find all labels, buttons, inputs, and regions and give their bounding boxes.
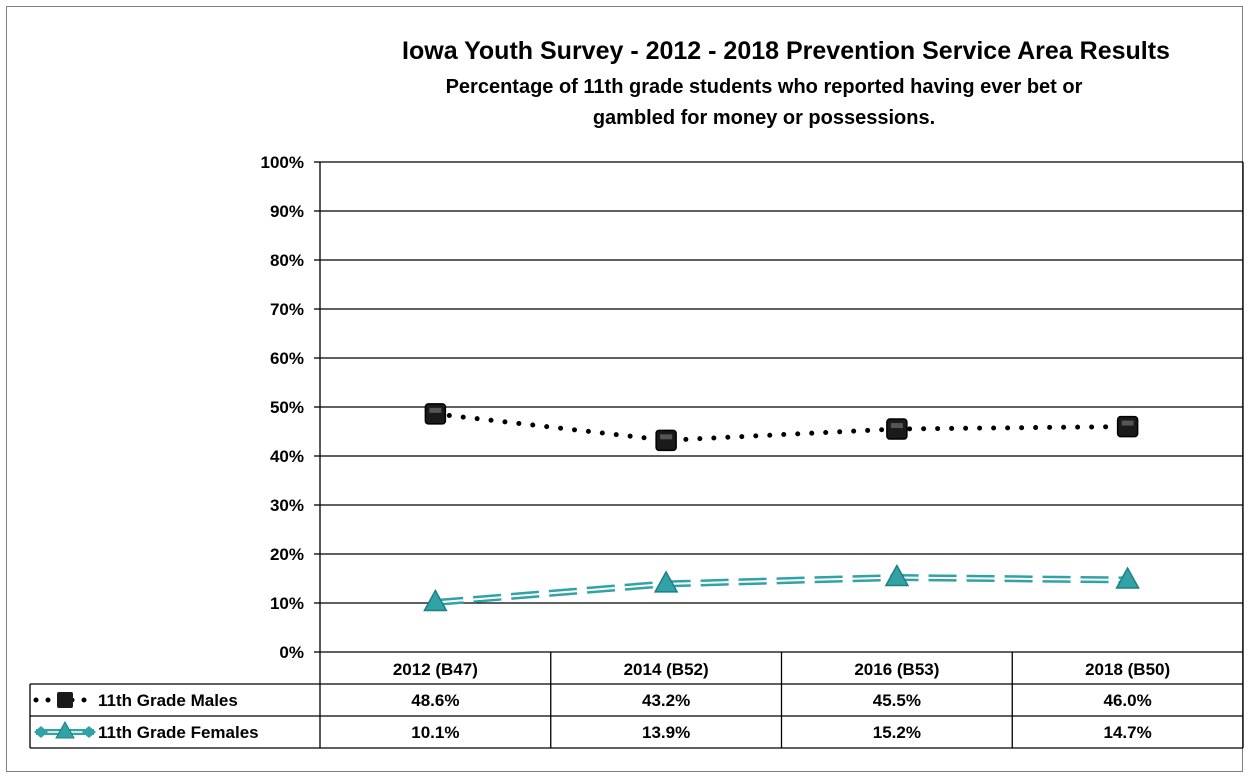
y-tick-label: 50%	[270, 398, 304, 417]
y-tick-label: 0%	[279, 643, 304, 662]
data-point-males	[886, 418, 908, 440]
legend-key-diamond-females	[34, 726, 48, 738]
data-point-highlight-males	[1121, 420, 1134, 426]
chart-title: Iowa Youth Survey - 2012 - 2018 Preventi…	[402, 37, 1170, 65]
series-name-males: 11th Grade Males	[98, 691, 238, 710]
chart-subtitle-line-2: gambled for money or possessions.	[593, 107, 935, 129]
y-tick-label: 20%	[270, 545, 304, 564]
data-point-males	[1116, 415, 1139, 438]
x-category-label: 2018 (B50)	[1085, 660, 1170, 679]
y-tick-label: 60%	[270, 349, 304, 368]
data-point-highlight-males	[660, 434, 673, 440]
data-value-females: 15.2%	[873, 723, 921, 742]
data-point-males	[424, 403, 447, 425]
data-point-highlight-males	[429, 407, 442, 413]
y-tick-label: 80%	[270, 251, 304, 270]
x-category-label: 2012 (B47)	[393, 660, 478, 679]
series-name-females: 11th Grade Females	[98, 723, 259, 742]
data-value-males: 48.6%	[411, 691, 459, 710]
y-tick-label: 90%	[270, 202, 304, 221]
data-value-females: 13.9%	[642, 723, 690, 742]
y-tick-label: 10%	[270, 594, 304, 613]
y-tick-label: 30%	[270, 496, 304, 515]
data-value-females: 10.1%	[411, 723, 459, 742]
chart-subtitle-line-1: Percentage of 11th grade students who re…	[446, 76, 1083, 98]
series-line-males	[432, 411, 1131, 443]
x-category-label: 2014 (B52)	[624, 660, 709, 679]
x-category-label: 2016 (B53)	[854, 660, 939, 679]
y-tick-label: 70%	[270, 300, 304, 319]
y-tick-label: 40%	[270, 447, 304, 466]
legend-key-marker-males	[57, 692, 73, 708]
data-point-males	[655, 429, 677, 452]
data-point-highlight-males	[890, 423, 903, 429]
data-value-males: 46.0%	[1104, 691, 1152, 710]
data-value-males: 45.5%	[873, 691, 921, 710]
legend-key-diamond-females	[82, 726, 96, 738]
data-point-females	[884, 563, 910, 587]
legend-key-marker-females	[55, 720, 75, 739]
data-point-females	[423, 588, 448, 612]
y-tick-label: 100%	[261, 153, 304, 172]
data-value-males: 43.2%	[642, 691, 690, 710]
data-point-females	[653, 570, 679, 593]
data-point-females	[1115, 566, 1140, 589]
data-value-females: 14.7%	[1104, 723, 1152, 742]
chart-frame	[6, 6, 1243, 772]
series-line-inner-females	[435, 576, 1128, 604]
